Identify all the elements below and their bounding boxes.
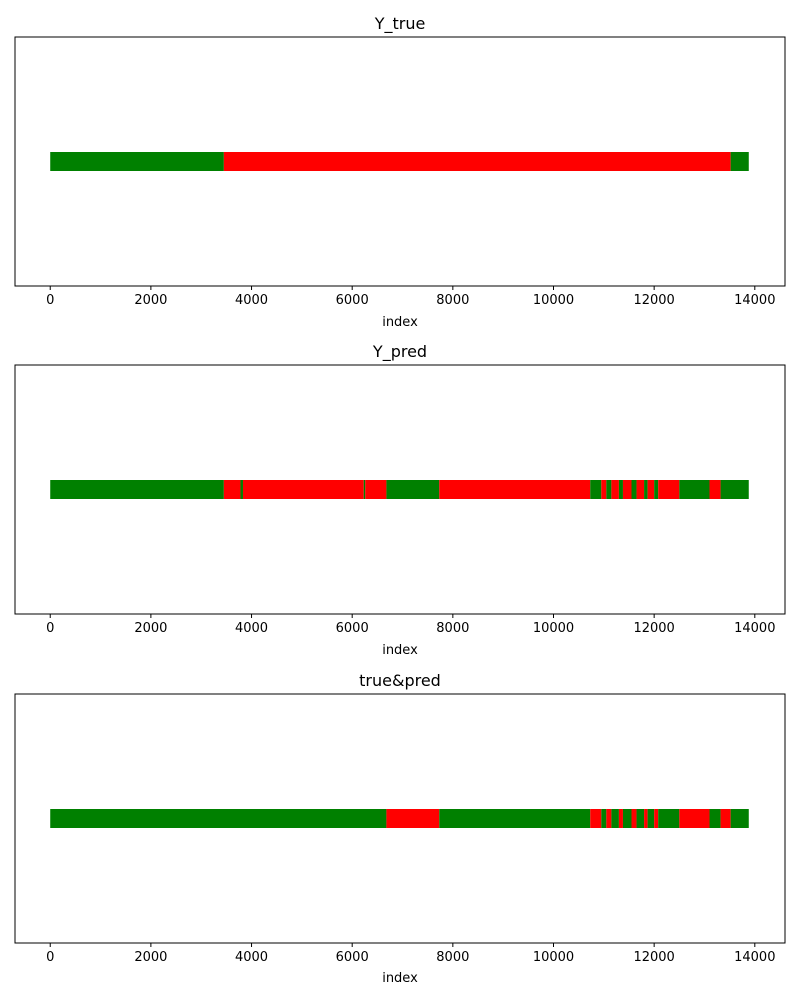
band-segments — [50, 152, 749, 171]
band-segment-green — [50, 152, 224, 171]
band-segment-green — [654, 480, 659, 499]
band-segment-red — [636, 480, 645, 499]
band-segment-red — [223, 480, 241, 499]
band-segment-red — [386, 809, 440, 828]
band-segments — [50, 809, 749, 828]
band-segment-green — [631, 480, 637, 499]
x-tick-label: 2000 — [134, 621, 167, 636]
x-tick-label: 12000 — [633, 293, 674, 308]
x-tick-label: 4000 — [235, 950, 268, 965]
band-segment-red — [631, 809, 637, 828]
x-tick-label: 0 — [46, 621, 54, 636]
band-segment-green — [636, 809, 645, 828]
x-tick-label: 0 — [46, 950, 54, 965]
band-segment-red — [679, 809, 710, 828]
band-segment-green — [386, 480, 440, 499]
band-segment-red — [439, 480, 591, 499]
x-tick-label: 14000 — [734, 950, 775, 965]
band-segment-red — [223, 152, 731, 171]
band-segment-green — [658, 809, 680, 828]
band-segment-green — [611, 809, 619, 828]
band-segment-green — [601, 809, 607, 828]
band-segment-green — [606, 480, 612, 499]
band-segment-red — [720, 809, 731, 828]
x-tick-label: 6000 — [336, 621, 369, 636]
band-segment-red — [618, 809, 623, 828]
x-axis-label: index — [382, 643, 418, 658]
subplot-y-true: Y_true 0 2000 4000 6000 8000 10000 12000 14000 … — [14, 14, 786, 330]
band-segment-red — [606, 809, 612, 828]
x-tick-label: 14000 — [734, 621, 775, 636]
x-tick-label: 6000 — [336, 293, 369, 308]
x-tick-label: 2000 — [134, 293, 167, 308]
band-segment-red — [242, 480, 364, 499]
x-tick-label: 10000 — [533, 293, 574, 308]
axes-frame — [14, 36, 786, 287]
subplot-title: Y_true — [374, 14, 426, 34]
band-segment-red — [658, 480, 680, 499]
subplot-title: true&pred — [359, 671, 441, 690]
x-tick-label: 12000 — [633, 621, 674, 636]
band-segment-green — [622, 809, 632, 828]
band-segment-red — [611, 480, 619, 499]
x-tick-label: 4000 — [235, 293, 268, 308]
band-segment-green — [50, 480, 224, 499]
axes-frame — [14, 364, 786, 615]
band-segment-green — [679, 480, 710, 499]
band-segment-green — [50, 809, 387, 828]
x-axis-ticks: 0 2000 4000 6000 8000 10000 12000 14000 — [46, 614, 775, 636]
x-tick-label: 8000 — [436, 950, 469, 965]
x-tick-label: 8000 — [436, 293, 469, 308]
band-segment-red — [590, 809, 602, 828]
band-segment-red — [654, 809, 659, 828]
band-segment-red — [365, 480, 387, 499]
x-tick-label: 12000 — [633, 950, 674, 965]
band-segment-green — [644, 480, 648, 499]
x-axis-ticks: 0 2000 4000 6000 8000 10000 12000 14000 — [46, 943, 775, 965]
band-segment-red — [644, 809, 648, 828]
band-segment-green — [590, 480, 602, 499]
x-tick-label: 6000 — [336, 950, 369, 965]
x-axis-label: index — [382, 971, 418, 986]
x-tick-label: 4000 — [235, 621, 268, 636]
band-segment-red — [709, 480, 721, 499]
band-segment-green — [439, 809, 591, 828]
band-segment-green — [647, 809, 655, 828]
band-segment-green — [720, 480, 749, 499]
axes-frame — [14, 693, 786, 944]
band-segment-green — [730, 152, 749, 171]
band-segment-green — [363, 480, 366, 499]
x-tick-label: 8000 — [436, 621, 469, 636]
subplot-title: Y_pred — [372, 342, 427, 362]
x-tick-label: 10000 — [533, 621, 574, 636]
x-tick-label: 0 — [46, 293, 54, 308]
x-tick-label: 14000 — [734, 293, 775, 308]
band-segment-red — [647, 480, 655, 499]
x-tick-label: 10000 — [533, 950, 574, 965]
band-segment-green — [240, 480, 243, 499]
subplot-true-and-pred: true&pred 0 2000 4000 6000 8000 10000 12000 140… — [14, 671, 786, 986]
x-tick-label: 2000 — [134, 950, 167, 965]
x-axis-ticks: 0 2000 4000 6000 8000 10000 12000 14000 — [46, 286, 775, 308]
band-segments — [50, 480, 749, 499]
band-segment-green — [618, 480, 623, 499]
subplot-y-pred: Y_pred 0 2000 4000 6000 8000 10000 12000 14000 … — [14, 342, 786, 658]
band-segment-red — [601, 480, 607, 499]
band-segment-red — [622, 480, 632, 499]
band-segment-green — [709, 809, 721, 828]
band-segment-green — [730, 809, 749, 828]
x-axis-label: index — [382, 315, 418, 330]
